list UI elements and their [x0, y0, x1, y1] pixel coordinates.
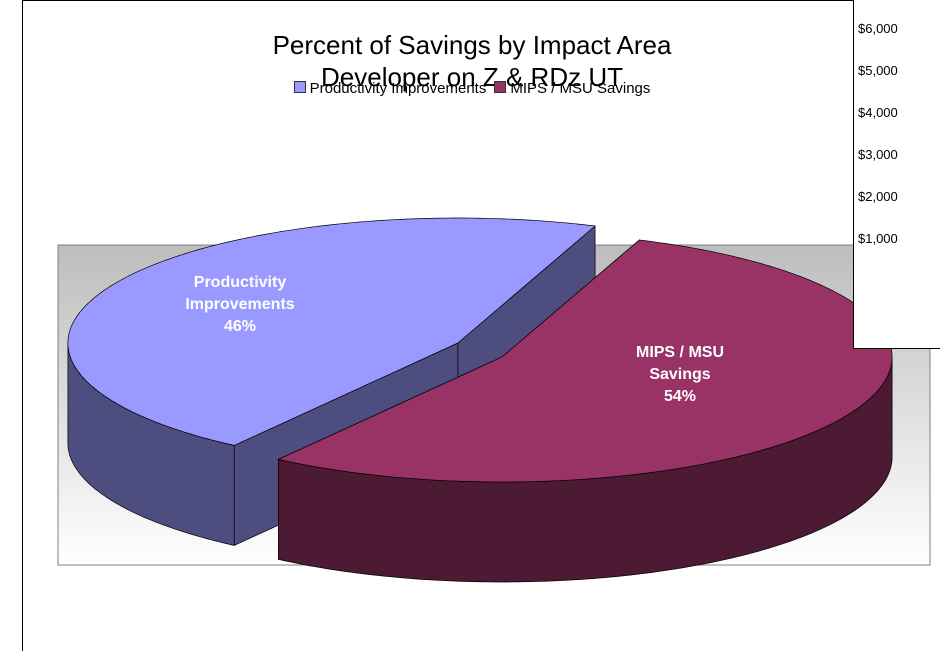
y-tick-label: $4,000	[858, 105, 898, 120]
overlapping-chart: $1,000 $2,000 $3,000 $4,000 $5,000 $6,000	[853, 0, 940, 349]
legend-swatch	[293, 81, 306, 93]
data-label: MIPS / MSU Savings 54%	[600, 342, 760, 408]
data-label-category: MIPS / MSU Savings	[635, 344, 724, 383]
slice-top	[277, 239, 893, 483]
pie-slice	[277, 239, 893, 583]
slice-top	[67, 217, 596, 446]
data-label-value: 54%	[663, 388, 697, 405]
data-label-value: 46%	[223, 318, 257, 335]
legend-label: Productivity Improvements	[309, 80, 487, 97]
data-label-category: Productivity Improvements	[185, 274, 295, 313]
legend-item: MIPS / MSU Savings	[494, 80, 650, 97]
legend-item: Productivity Improvements	[293, 80, 487, 97]
legend: Productivity Improvements MIPS / MSU Savi…	[22, 80, 922, 97]
y-tick-label: $3,000	[858, 147, 898, 162]
legend-swatch	[494, 81, 507, 93]
chart-title: Percent of Savings by Impact Area	[272, 30, 672, 60]
y-tick-label: $1,000	[858, 231, 898, 246]
data-label: Productivity Improvements 46%	[160, 272, 320, 338]
y-tick-label: $2,000	[858, 189, 898, 204]
y-tick-label: $6,000	[858, 21, 898, 36]
y-tick-label: $5,000	[858, 63, 898, 78]
chart-frame	[22, 0, 940, 651]
chart-subtitle: Developer on Z & RDz UT	[321, 62, 623, 92]
legend-label: MIPS / MSU Savings	[510, 80, 651, 97]
